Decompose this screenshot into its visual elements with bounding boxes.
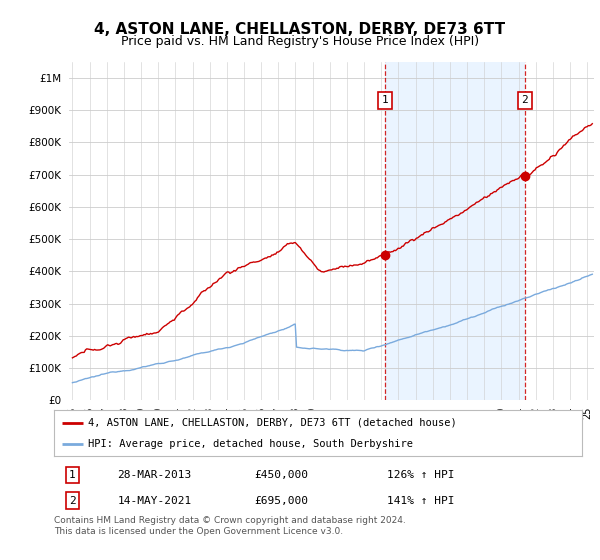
Text: 126% ↑ HPI: 126% ↑ HPI: [386, 470, 454, 480]
Text: 28-MAR-2013: 28-MAR-2013: [118, 470, 191, 480]
Text: 4, ASTON LANE, CHELLASTON, DERBY, DE73 6TT: 4, ASTON LANE, CHELLASTON, DERBY, DE73 6…: [94, 22, 506, 38]
Text: Price paid vs. HM Land Registry's House Price Index (HPI): Price paid vs. HM Land Registry's House …: [121, 35, 479, 48]
Text: HPI: Average price, detached house, South Derbyshire: HPI: Average price, detached house, Sout…: [88, 439, 413, 449]
Text: 1: 1: [69, 470, 76, 480]
Text: £695,000: £695,000: [254, 496, 308, 506]
Text: Contains HM Land Registry data © Crown copyright and database right 2024.
This d: Contains HM Land Registry data © Crown c…: [54, 516, 406, 536]
Text: £450,000: £450,000: [254, 470, 308, 480]
Text: 1: 1: [382, 95, 389, 105]
Text: 2: 2: [521, 95, 528, 105]
Text: 4, ASTON LANE, CHELLASTON, DERBY, DE73 6TT (detached house): 4, ASTON LANE, CHELLASTON, DERBY, DE73 6…: [88, 418, 457, 428]
Text: 2: 2: [69, 496, 76, 506]
Text: 141% ↑ HPI: 141% ↑ HPI: [386, 496, 454, 506]
Bar: [385, 62, 525, 400]
Text: 14-MAY-2021: 14-MAY-2021: [118, 496, 191, 506]
